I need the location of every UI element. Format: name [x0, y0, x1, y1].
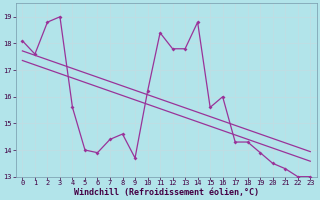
X-axis label: Windchill (Refroidissement éolien,°C): Windchill (Refroidissement éolien,°C)	[74, 188, 259, 197]
